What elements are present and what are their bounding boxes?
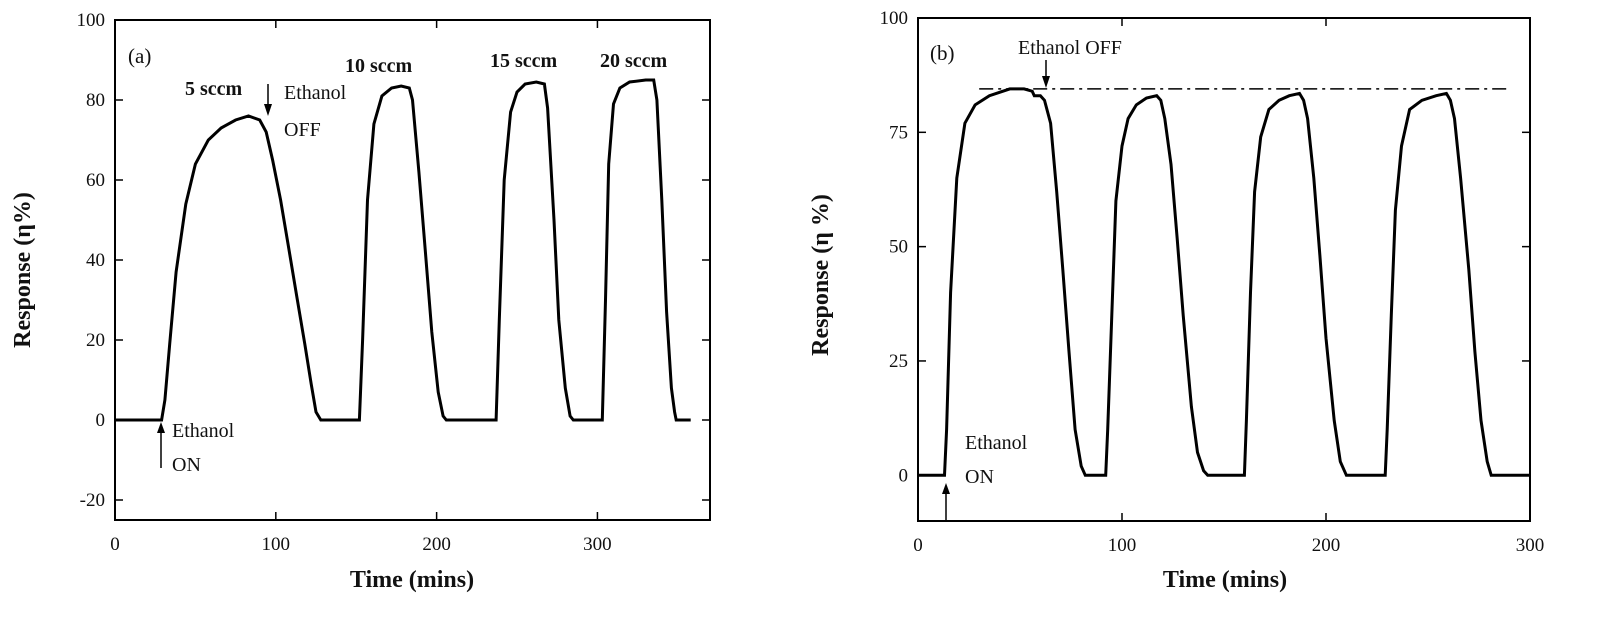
panel-a-y-axis-title: Response (η%)	[10, 192, 36, 348]
panel-b-x-tick-label: 200	[1312, 535, 1341, 556]
panel-b-y-tick-label: 100	[880, 8, 909, 29]
panel-a-x-tick-label: 300	[583, 534, 612, 555]
panel-a-x-axis-title: Time (mins)	[350, 567, 474, 593]
panel-b-y-tick-label: 75	[889, 122, 908, 143]
panel-b-annotation-ethanol-off: Ethanol OFF	[1018, 37, 1122, 59]
panel-a-annotation-10-sccm: 10 sccm	[345, 55, 413, 77]
panel-b-y-tick-label: 0	[899, 465, 909, 486]
panel-b-ethanol-off-arrowhead	[1042, 76, 1050, 88]
panel-a-x-tick-label: 0	[110, 534, 120, 555]
panel-a-y-tick-label: 100	[77, 10, 106, 31]
panel-a-annotation-ethanol-on-line1: Ethanol	[172, 420, 235, 442]
panel-a-y-tick-label: 40	[86, 250, 105, 271]
panel-a-x-tick-label: 200	[422, 534, 451, 555]
panel-b-label: (b)	[930, 41, 955, 65]
panel-a-series-line	[115, 78, 691, 422]
panel-a-y-tick-label: 20	[86, 330, 105, 351]
panel-a: 0 100 200 300 -20 0 20 40 60 80 100 (a) 5 sccm 10 …	[10, 10, 711, 593]
panel-b-annotation-ethanol-on-line1: Ethanol	[965, 432, 1028, 454]
panel-a-annotation-ethanol-on-line2: ON	[172, 454, 201, 476]
panel-a-ticks: 0 100 200 300 -20 0 20 40 60 80 100	[77, 10, 710, 555]
panel-a-annotation-20-sccm: 20 sccm	[600, 50, 668, 72]
panel-a-y-tick-label: 80	[86, 90, 105, 111]
panel-a-y-tick-label: -20	[80, 490, 105, 511]
panel-b-y-tick-label: 50	[889, 237, 908, 258]
panel-a-y-tick-label: 60	[86, 170, 105, 191]
panel-a-annotation-ethanol-off-line1: Ethanol	[284, 82, 347, 104]
panel-a-annotation-5-sccm: 5 sccm	[185, 78, 243, 100]
panel-b-x-tick-label: 0	[913, 535, 923, 556]
panel-b-x-tick-label: 100	[1108, 535, 1137, 556]
panel-b-series-line	[918, 87, 1530, 477]
panel-b-ethanol-on-arrowhead	[942, 483, 950, 494]
panel-a-ethanol-off-arrowhead	[264, 104, 272, 116]
panel-b-annotation-ethanol-on-line2: ON	[965, 466, 994, 488]
panel-a-label: (a)	[128, 44, 151, 68]
panel-a-ethanol-on-arrowhead	[157, 422, 165, 433]
panel-b-x-tick-label: 300	[1516, 535, 1545, 556]
panel-b-y-tick-label: 25	[889, 351, 908, 372]
panel-b-ticks: 0 100 200 300 0 25 50 75 100	[880, 8, 1545, 556]
panel-b-y-axis-title: Response (η %)	[808, 194, 834, 356]
panel-a-y-tick-label: 0	[96, 410, 106, 431]
panel-a-annotation-15-sccm: 15 sccm	[490, 50, 558, 72]
panel-b-plot-frame	[917, 17, 1531, 522]
panel-a-plot-frame	[114, 19, 711, 521]
panel-a-x-tick-label: 100	[262, 534, 291, 555]
panel-b: 0 100 200 300 0 25 50 75 100 (b) Ethanol OFF Eth…	[808, 8, 1544, 593]
panel-b-x-axis-title: Time (mins)	[1163, 567, 1287, 593]
panel-a-annotation-ethanol-off-line2: OFF	[284, 119, 321, 141]
